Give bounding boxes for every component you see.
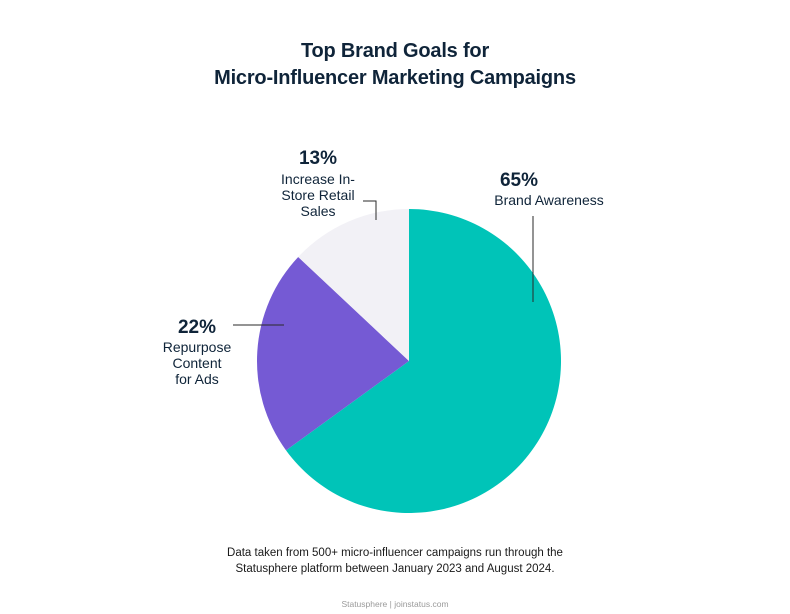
slice-label-brand-awareness: Brand Awareness xyxy=(494,192,603,208)
slice-label-repurpose-line-3: for Ads xyxy=(175,371,219,387)
slice-label-retail-line-1: Increase In- xyxy=(281,171,355,187)
chart-title-line-1: Top Brand Goals for xyxy=(300,40,490,62)
slice-label-repurpose-line-1: Repurpose xyxy=(163,339,232,355)
data-source-note-line-1: Data taken from 500+ micro-influencer ca… xyxy=(227,547,563,559)
leader-line-retail-sales xyxy=(363,200,377,220)
pie-slice-retail-sales xyxy=(298,209,409,361)
pie-slice-repurpose-content xyxy=(257,256,409,451)
pie-slice-brand-awareness xyxy=(286,209,562,513)
slice-percent-retail-sales: 13% xyxy=(299,148,337,169)
slice-percent-brand-awareness: 65% xyxy=(500,170,538,191)
data-source-note-line-2: Statusphere platform between January 202… xyxy=(235,563,555,575)
slice-label-retail-line-3: Sales xyxy=(300,203,335,219)
data-source-note: Data taken from 500+ micro-influencer ca… xyxy=(0,545,790,577)
chart-title-line-2: Micro-Influencer Marketing Campaigns xyxy=(214,67,576,89)
chart-title: Top Brand Goals for Micro-Influencer Mar… xyxy=(0,38,790,92)
footer-credit: Statusphere | joinstatus.com xyxy=(341,599,449,609)
pie-slices xyxy=(257,209,562,513)
slice-label-repurpose-line-2: Content xyxy=(172,355,221,371)
slice-percent-repurpose-content: 22% xyxy=(178,317,216,338)
slice-label-retail-line-2: Store Retail xyxy=(281,187,354,203)
